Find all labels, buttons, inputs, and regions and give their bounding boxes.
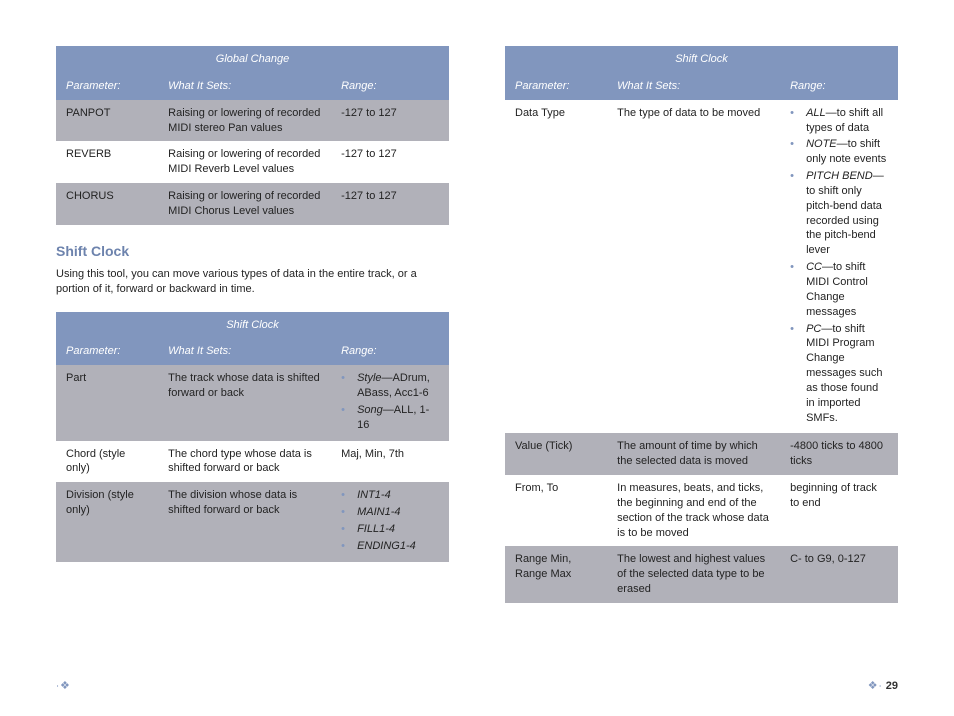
shift-clock-right-table: Shift Clock Parameter: What It Sets: Ran… — [505, 46, 898, 603]
cell-range: Style—ADrum, ABass, Acc1-6 Song—ALL, 1-1… — [331, 365, 449, 440]
range-option: Song—ALL, 1-16 — [341, 403, 439, 433]
cell-what: Raising or lowering of recorded MIDI Rev… — [158, 141, 331, 183]
cell-what: The type of data to be moved — [607, 100, 780, 434]
cell-range: -127 to 127 — [331, 100, 449, 142]
section-heading-shift-clock: Shift Clock — [56, 243, 449, 259]
cell-range: INT1-4 MAIN1-4 FILL1-4 ENDING1-4 — [331, 482, 449, 561]
page: Global Change Parameter: What It Sets: R… — [0, 0, 954, 716]
table-title-row: Shift Clock — [56, 312, 449, 339]
range-option: INT1-4 — [341, 488, 439, 503]
table-title: Shift Clock — [505, 46, 898, 73]
cell-what: The lowest and highest values of the sel… — [607, 546, 780, 603]
cell-range: beginning of track to end — [780, 475, 898, 546]
cell-param: Part — [56, 365, 158, 440]
cell-what: The division whose data is shifted forwa… — [158, 482, 331, 561]
cell-param: Range Min, Range Max — [505, 546, 607, 603]
table-header: Parameter: — [56, 73, 158, 100]
cell-range: -127 to 127 — [331, 183, 449, 225]
table-title: Shift Clock — [56, 312, 449, 339]
cell-param: REVERB — [56, 141, 158, 183]
range-option: ENDING1-4 — [341, 539, 439, 554]
cell-param: Value (Tick) — [505, 433, 607, 475]
cell-param: Chord (style only) — [56, 441, 158, 483]
cell-what: Raising or lowering of recorded MIDI ste… — [158, 100, 331, 142]
range-option: PC—to shift MIDI Program Change messages… — [790, 322, 888, 426]
table-header: What It Sets: — [158, 338, 331, 365]
footer-page-number: ❖∙ 29 — [868, 679, 898, 692]
page-footer: ∙❖ ❖∙ 29 — [0, 679, 954, 692]
table-row: Value (Tick) The amount of time by which… — [505, 433, 898, 475]
table-row: REVERB Raising or lowering of recorded M… — [56, 141, 449, 183]
cell-what: In measures, beats, and ticks, the begin… — [607, 475, 780, 546]
footer-ornament-right-icon: ❖∙ — [868, 680, 883, 692]
table-row: Part The track whose data is shifted for… — [56, 365, 449, 440]
table-title-row: Global Change — [56, 46, 449, 73]
table-row: CHORUS Raising or lowering of recorded M… — [56, 183, 449, 225]
table-row: PANPOT Raising or lowering of recorded M… — [56, 100, 449, 142]
table-row: Chord (style only) The chord type whose … — [56, 441, 449, 483]
section-intro-text: Using this tool, you can move various ty… — [56, 267, 449, 298]
cell-what: The track whose data is shifted forward … — [158, 365, 331, 440]
range-option: NOTE—to shift only note events — [790, 137, 888, 167]
cell-param: PANPOT — [56, 100, 158, 142]
cell-range: -4800 ticks to 4800 ticks — [780, 433, 898, 475]
table-header: Parameter: — [505, 73, 607, 100]
footer-ornament-left-icon: ∙❖ — [56, 679, 71, 692]
table-header: Range: — [331, 73, 449, 100]
table-header: What It Sets: — [158, 73, 331, 100]
shift-clock-left-table: Shift Clock Parameter: What It Sets: Ran… — [56, 312, 449, 562]
cell-range: ALL—to shift all types of data NOTE—to s… — [780, 100, 898, 434]
range-option: PITCH BEND—to shift only pitch-bend data… — [790, 169, 888, 258]
two-column-layout: Global Change Parameter: What It Sets: R… — [56, 46, 898, 603]
cell-range: C- to G9, 0-127 — [780, 546, 898, 603]
range-option: CC—to shift MIDI Control Change messages — [790, 260, 888, 319]
range-option: ALL—to shift all types of data — [790, 106, 888, 136]
table-header-row: Parameter: What It Sets: Range: — [505, 73, 898, 100]
table-header: What It Sets: — [607, 73, 780, 100]
table-row: From, To In measures, beats, and ticks, … — [505, 475, 898, 546]
cell-what: The chord type whose data is shifted for… — [158, 441, 331, 483]
cell-param: Data Type — [505, 100, 607, 434]
table-title-row: Shift Clock — [505, 46, 898, 73]
cell-range: -127 to 127 — [331, 141, 449, 183]
table-title: Global Change — [56, 46, 449, 73]
table-header-row: Parameter: What It Sets: Range: — [56, 338, 449, 365]
left-column: Global Change Parameter: What It Sets: R… — [56, 46, 449, 603]
cell-param: CHORUS — [56, 183, 158, 225]
table-row: Range Min, Range Max The lowest and high… — [505, 546, 898, 603]
cell-param: From, To — [505, 475, 607, 546]
table-row: Data Type The type of data to be moved A… — [505, 100, 898, 434]
table-header: Parameter: — [56, 338, 158, 365]
cell-range: Maj, Min, 7th — [331, 441, 449, 483]
table-header: Range: — [780, 73, 898, 100]
cell-param: Division (style only) — [56, 482, 158, 561]
range-option: MAIN1-4 — [341, 505, 439, 520]
table-header: Range: — [331, 338, 449, 365]
cell-what: Raising or lowering of recorded MIDI Cho… — [158, 183, 331, 225]
global-change-table: Global Change Parameter: What It Sets: R… — [56, 46, 449, 225]
right-column: Shift Clock Parameter: What It Sets: Ran… — [505, 46, 898, 603]
range-option: Style—ADrum, ABass, Acc1-6 — [341, 371, 439, 401]
range-option: FILL1-4 — [341, 522, 439, 537]
cell-what: The amount of time by which the selected… — [607, 433, 780, 475]
table-row: Division (style only) The division whose… — [56, 482, 449, 561]
table-header-row: Parameter: What It Sets: Range: — [56, 73, 449, 100]
